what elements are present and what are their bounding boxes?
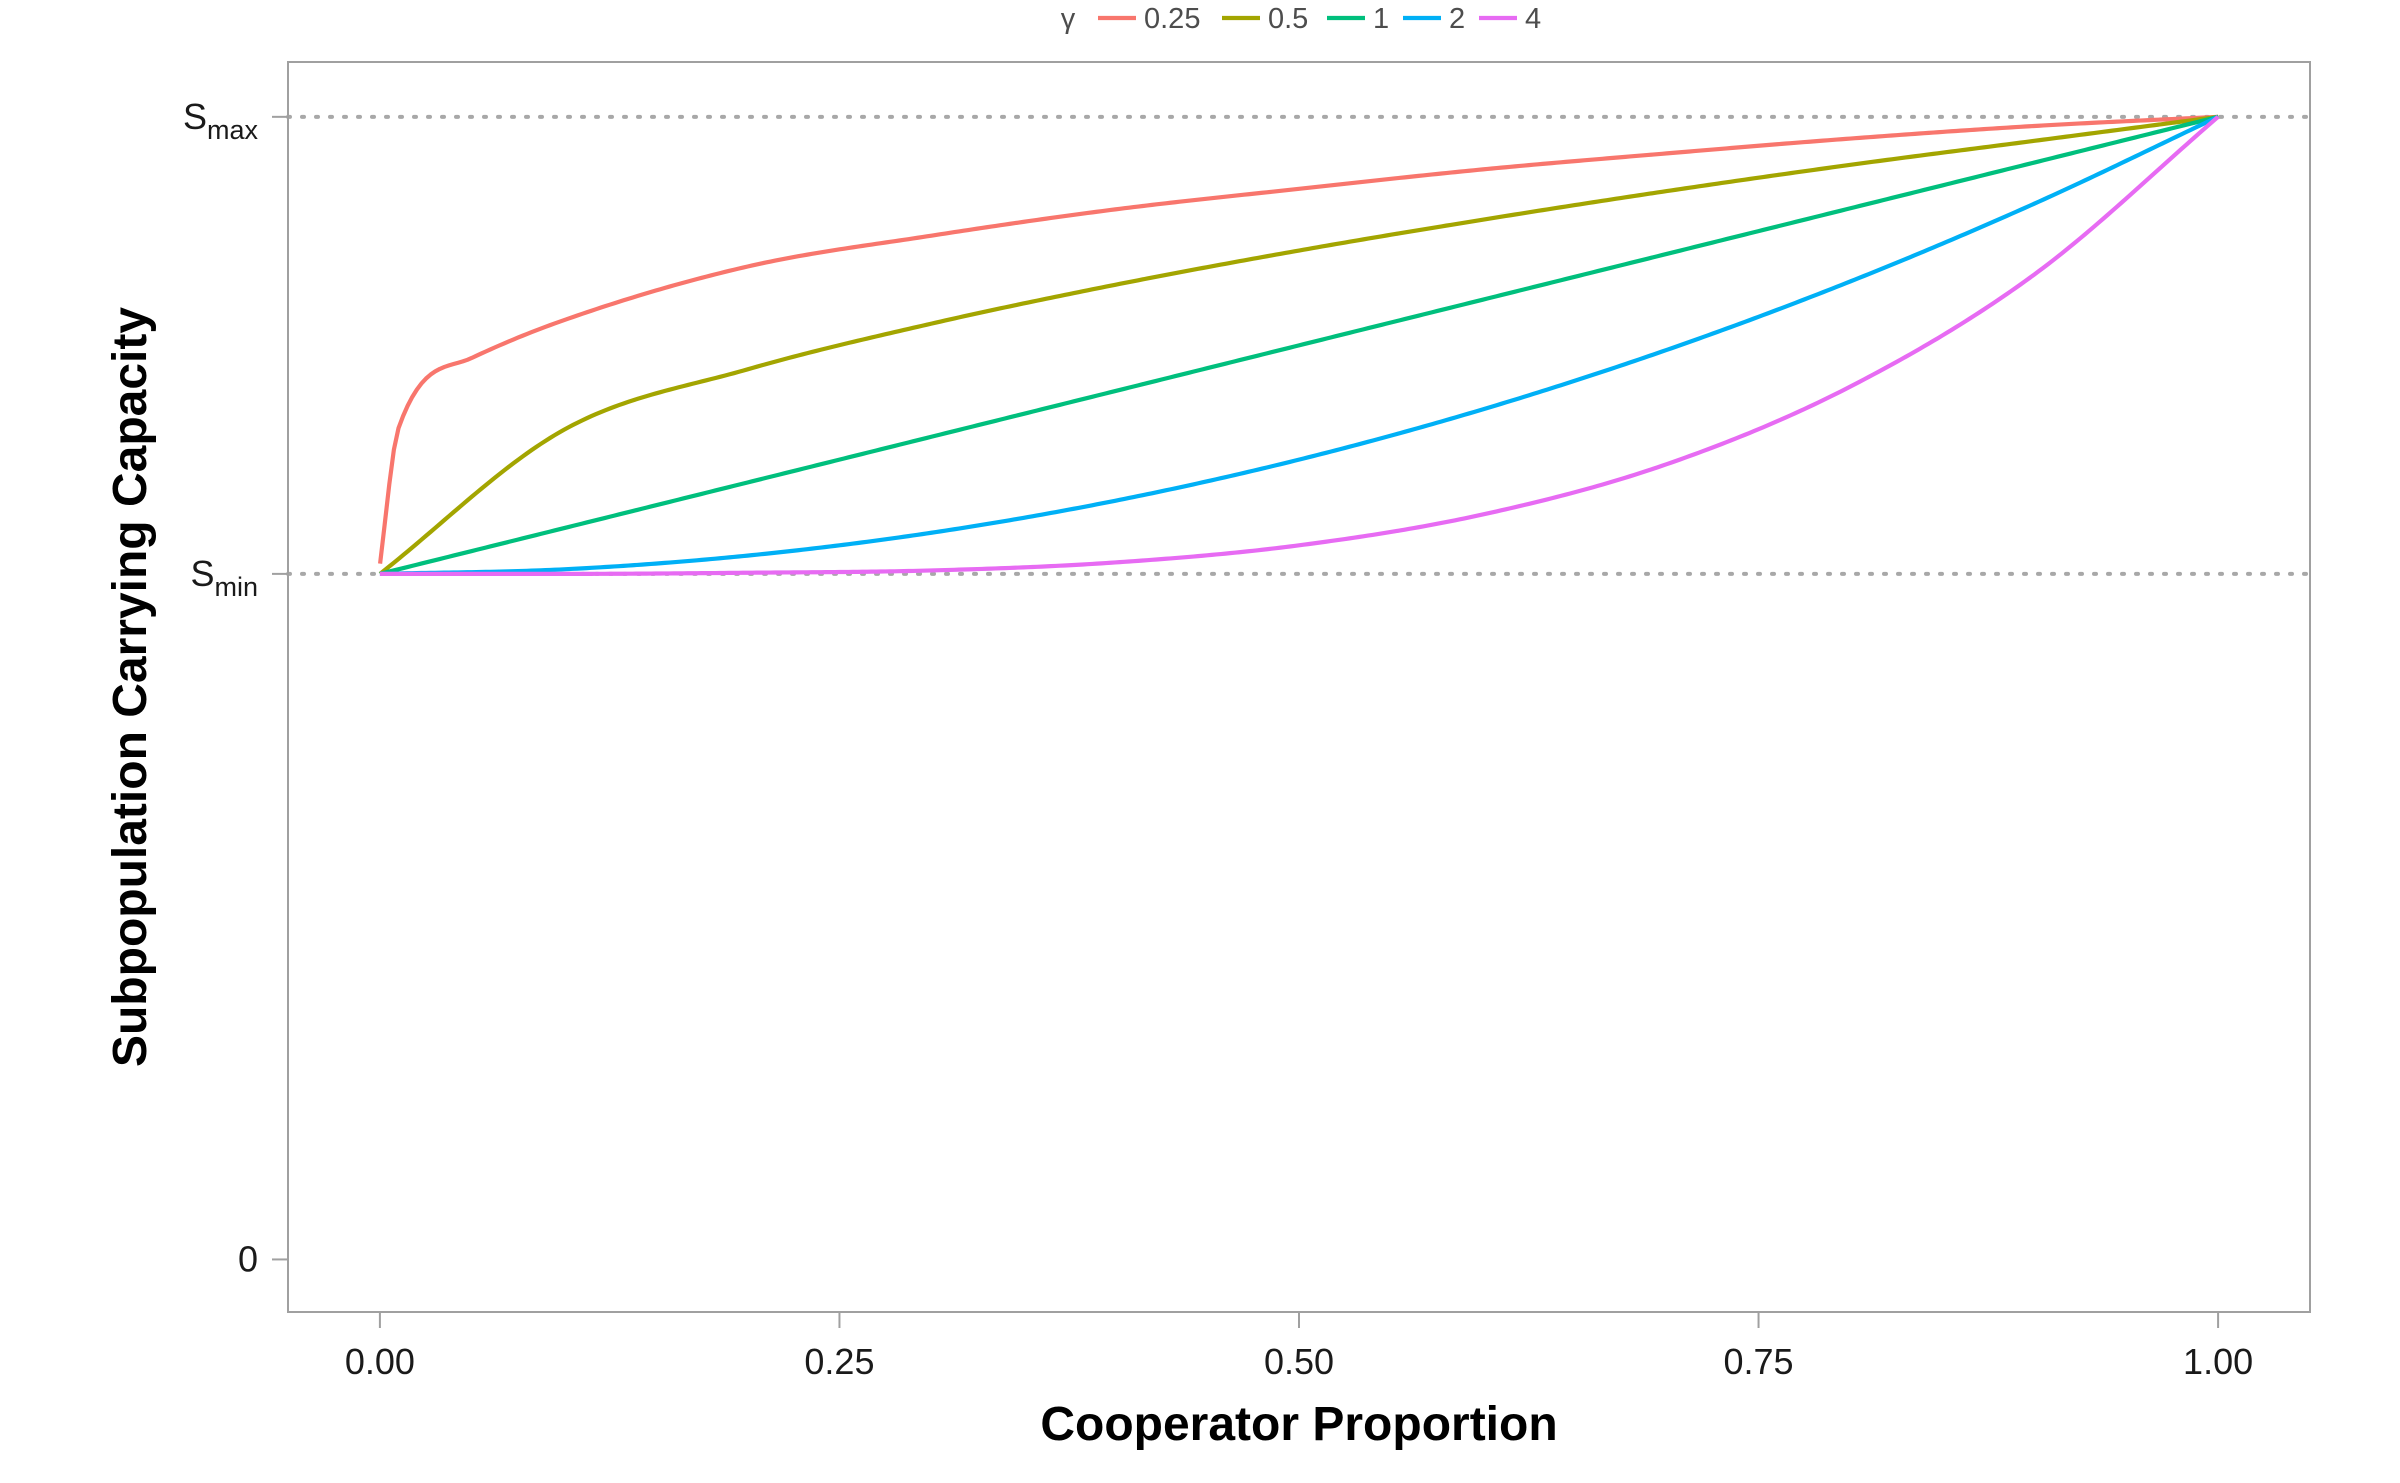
x-tick-label: 0.25 [804, 1341, 874, 1382]
x-tick-label: 1.00 [2183, 1341, 2253, 1382]
series-line [378, 114, 2219, 576]
x-tick-label: 0.00 [345, 1341, 415, 1382]
legend-item-label: 0.5 [1268, 3, 1308, 35]
series-line [379, 115, 2220, 576]
y-tick-label-subscript: min [214, 572, 258, 602]
series-line [379, 114, 2219, 576]
y-tick-label-base: S [190, 553, 214, 594]
y-tick-label: Smax [183, 96, 259, 145]
y-tick-label: Smin [190, 553, 258, 602]
legend-item-label: 2 [1449, 3, 1465, 35]
series-lines [378, 114, 2220, 576]
y-tick-label-base: S [183, 96, 207, 137]
x-axis-title: Cooperator Proportion [1040, 1398, 1557, 1451]
legend-item-label: 0.25 [1144, 3, 1200, 35]
y-axis-title: Subpopulation Carrying Capacity [104, 307, 157, 1067]
series-line [378, 114, 2219, 564]
x-tick-label: 0.75 [1724, 1341, 1794, 1382]
y-tick-label-subscript: max [207, 115, 259, 145]
x-axis: 0.00 0.25 0.50 0.75 1.00 [345, 1312, 2253, 1382]
legend-title: γ [1061, 3, 1076, 35]
y-tick-label: 0 [238, 1238, 258, 1279]
series-line [379, 114, 2219, 576]
legend-item-label: 1 [1373, 3, 1389, 35]
legend-item-label: 4 [1525, 3, 1541, 35]
y-tick-label-base: 0 [238, 1238, 258, 1279]
x-tick-label: 0.50 [1264, 1341, 1334, 1382]
legend: γ 0.25 0.5 1 2 4 [1061, 3, 1541, 35]
